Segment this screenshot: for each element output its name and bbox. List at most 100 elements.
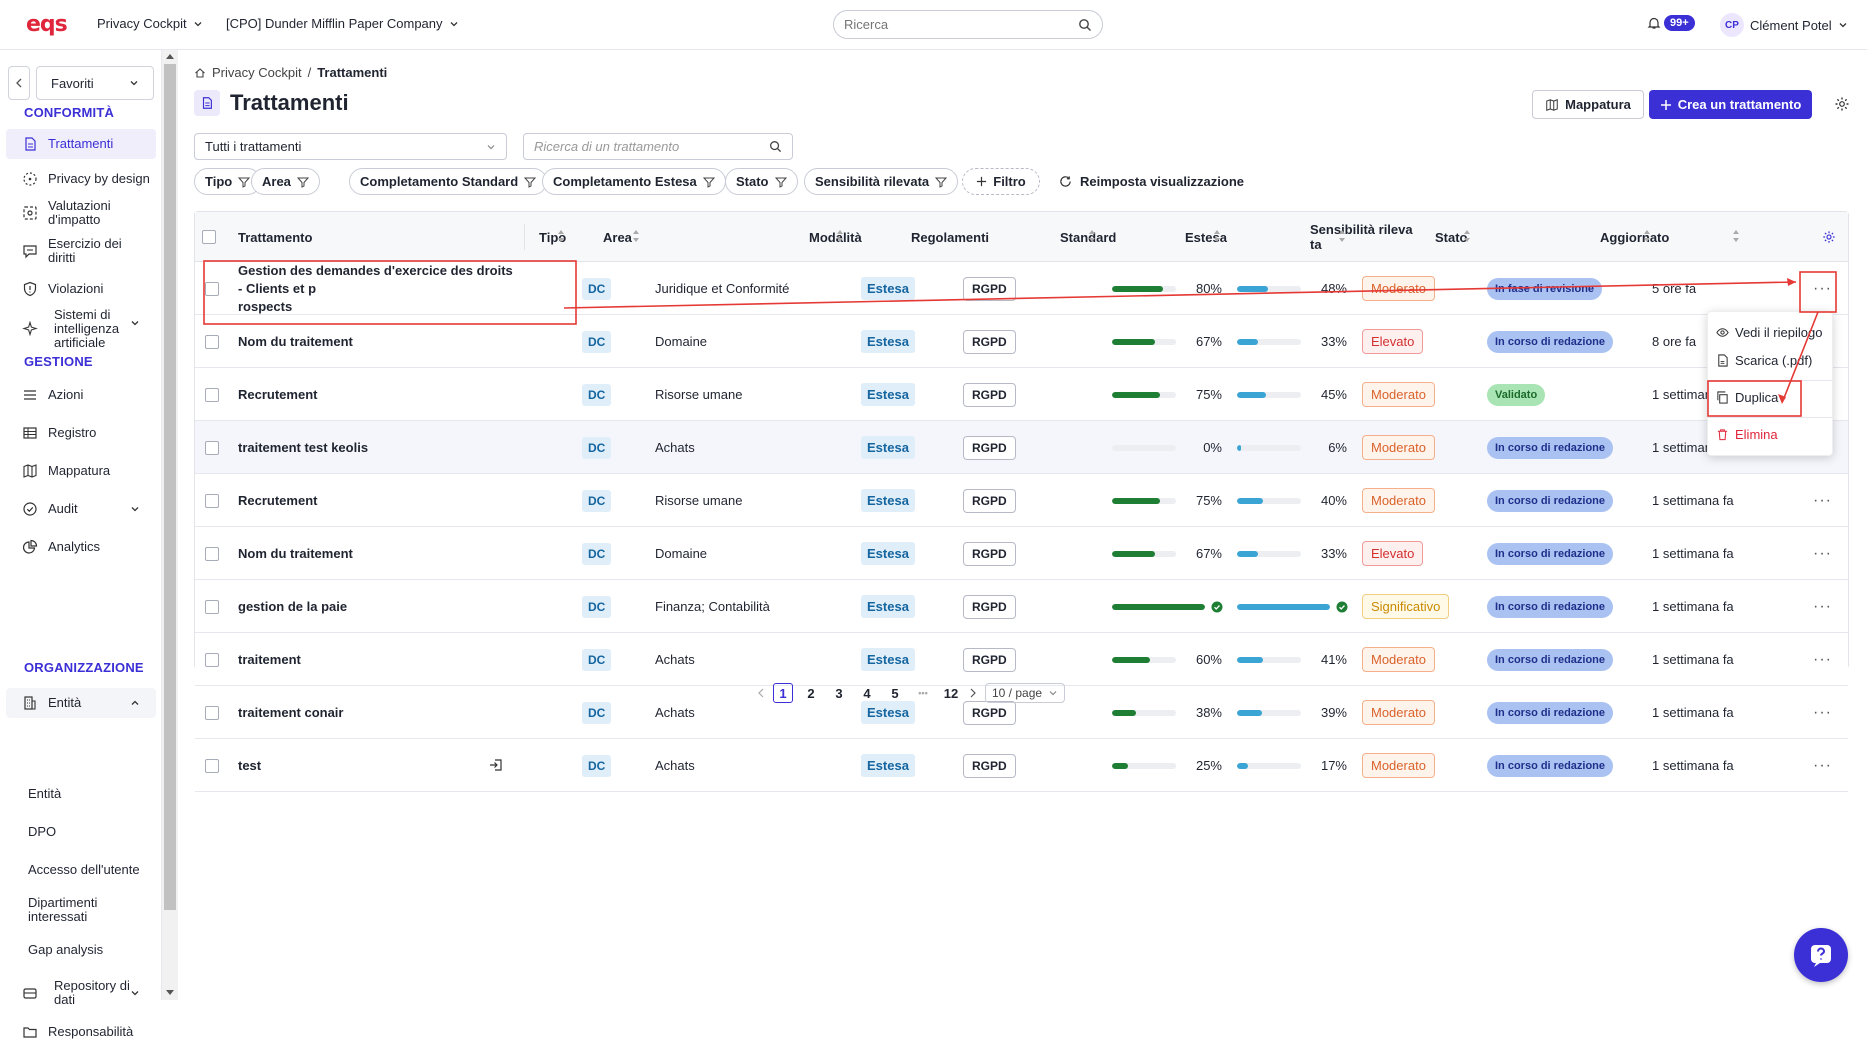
processing-name[interactable]: traitement test keolis xyxy=(238,439,369,455)
row-checkbox[interactable] xyxy=(205,387,219,402)
row-checkbox[interactable] xyxy=(205,440,219,455)
column-settings-gear-icon[interactable] xyxy=(1822,230,1836,244)
cell-trattamento[interactable]: Recrutement xyxy=(238,368,518,421)
table-row[interactable]: Recrutement DC Risorse umane Estesa RGPD 75% 4… xyxy=(195,368,1848,421)
row-checkbox[interactable] xyxy=(205,758,219,773)
mappatura-button[interactable]: Mappatura xyxy=(1532,90,1644,119)
col-aggiornato[interactable]: Aggiornato xyxy=(1600,229,1670,245)
processing-name[interactable]: traitement xyxy=(238,651,301,667)
page-3[interactable]: 3 xyxy=(835,685,843,701)
select-all-checkbox[interactable] xyxy=(202,230,216,244)
cell-trattamento[interactable]: traitement conair xyxy=(238,686,518,739)
scroll-down-arrow[interactable] xyxy=(166,990,174,995)
processing-name[interactable]: Gestion des demandes d'exercice des droi… xyxy=(238,262,513,296)
sidebar-item-privacy-by-design[interactable]: Privacy by design xyxy=(6,167,156,191)
row-checkbox[interactable] xyxy=(205,652,219,667)
scroll-up-arrow[interactable] xyxy=(166,54,174,59)
view-select[interactable]: Tutti i trattamenti xyxy=(194,133,507,160)
add-filter-button[interactable]: Filtro xyxy=(962,168,1040,195)
favorites-dropdown[interactable]: Favoriti xyxy=(36,66,154,100)
row-actions-button[interactable]: ··· xyxy=(1813,474,1832,527)
sidebar-item-valutazioni[interactable]: Valutazioni d'impatto xyxy=(6,197,156,229)
search-icon[interactable] xyxy=(1078,18,1092,32)
sort-icon[interactable] xyxy=(1338,229,1346,243)
scrollbar-thumb[interactable] xyxy=(164,64,176,910)
menu-item-duplica[interactable]: Duplica xyxy=(1716,390,1778,405)
cell-trattamento[interactable]: traitement test keolis xyxy=(238,421,518,474)
table-row[interactable]: traitement conair DC Achats Estesa RGPD 38% 39… xyxy=(195,686,1848,739)
sidebar-item-esercizio[interactable]: Esercizio dei diritti xyxy=(6,235,156,267)
global-search[interactable] xyxy=(833,10,1103,39)
row-checkbox[interactable] xyxy=(205,334,219,349)
row-checkbox[interactable] xyxy=(205,493,219,508)
sidebar-subitem-accesso[interactable]: Accesso dell'utente xyxy=(28,862,140,877)
page-5[interactable]: 5 xyxy=(891,685,899,701)
help-chat-button[interactable] xyxy=(1794,928,1848,982)
table-row[interactable]: traitement DC Achats Estesa RGPD 60% 41% Modera… xyxy=(195,633,1848,686)
processing-search[interactable]: Ricerca di un trattamento xyxy=(523,133,793,160)
menu-item-vedi-riepilogo[interactable]: Vedi il riepilogo xyxy=(1716,325,1822,340)
sidebar-item-trattamenti[interactable]: Trattamenti xyxy=(6,129,156,159)
table-row[interactable]: Nom du traitement DC Domaine Estesa RGPD 67% 3… xyxy=(195,527,1848,580)
sort-icon[interactable] xyxy=(1088,229,1096,243)
sidebar-item-audit[interactable]: Audit xyxy=(6,497,156,521)
processing-name[interactable]: Nom du traitement xyxy=(238,333,353,349)
sidebar-scrollbar[interactable] xyxy=(162,50,178,1000)
sidebar-item-entita[interactable]: Entità xyxy=(6,688,156,718)
filter-sensibilita[interactable]: Sensibilità rilevata xyxy=(804,168,959,195)
search-icon[interactable] xyxy=(769,140,782,153)
chevron-right-icon[interactable] xyxy=(969,688,977,698)
filter-completamento-estesa[interactable]: Completamento Estesa xyxy=(542,168,726,195)
row-checkbox[interactable] xyxy=(205,281,219,296)
processing-name[interactable]: Recrutement xyxy=(238,492,318,508)
sidebar-item-analytics[interactable]: Analytics xyxy=(6,535,156,559)
processing-name[interactable]: gestion de la paie xyxy=(238,598,348,614)
module-switcher[interactable]: Privacy Cockpit xyxy=(97,16,203,31)
row-actions-button[interactable]: ··· xyxy=(1813,686,1832,739)
table-row[interactable]: Gestion des demandes d'exercice des droi… xyxy=(195,262,1848,315)
table-row[interactable]: traitement test keolis DC Achats Estesa RGPD… xyxy=(195,421,1848,474)
col-regolamenti[interactable]: Regolamenti xyxy=(911,229,990,245)
table-row[interactable]: gestion de la paie DC Finanza; Contabilità… xyxy=(195,580,1848,633)
company-switcher[interactable]: [CPO] Dunder Mifflin Paper Company xyxy=(226,16,459,31)
page-4[interactable]: 4 xyxy=(863,685,871,701)
col-modalita[interactable]: Modalità xyxy=(809,229,862,245)
sort-icon[interactable] xyxy=(632,229,640,243)
reset-view-button[interactable]: Reimposta visualizzazione xyxy=(1059,168,1244,195)
filter-stato[interactable]: Stato xyxy=(725,168,798,195)
page-1[interactable]: 1 xyxy=(773,683,793,703)
sort-icon[interactable] xyxy=(1463,229,1471,243)
filter-completamento-standard[interactable]: Completamento Standard xyxy=(349,168,548,195)
sidebar-subitem-dipartimenti[interactable]: Dipartimenti interessati xyxy=(28,895,98,924)
col-trattamento[interactable]: Trattamento xyxy=(238,229,313,245)
col-sensibilita[interactable]: Sensibilità rileva ta xyxy=(1310,212,1413,262)
sidebar-item-violazioni[interactable]: Violazioni xyxy=(6,277,156,301)
cell-trattamento[interactable]: Recrutement xyxy=(238,474,518,527)
cell-trattamento[interactable]: Nom du traitement xyxy=(238,315,518,368)
row-actions-button[interactable]: ··· xyxy=(1813,527,1832,580)
settings-gear-icon[interactable] xyxy=(1834,96,1850,112)
processing-name[interactable]: traitement conair xyxy=(238,704,344,720)
sidebar-item-sistemi-ia[interactable]: Sistemi di intelligenza artificiale xyxy=(6,306,156,352)
menu-item-elimina[interactable]: Elimina xyxy=(1716,427,1778,442)
sidebar-subitem-dpo[interactable]: DPO xyxy=(28,824,57,839)
collapse-sidebar-button[interactable] xyxy=(8,66,30,100)
processing-name[interactable]: Nom du traitement xyxy=(238,545,353,561)
sort-icon[interactable] xyxy=(1213,229,1221,243)
col-stato[interactable]: Stato xyxy=(1435,229,1468,245)
sidebar-item-mappatura[interactable]: Mappatura xyxy=(6,459,156,483)
row-actions-button[interactable]: ··· xyxy=(1813,262,1832,315)
row-actions-button[interactable]: ··· xyxy=(1813,739,1832,792)
processing-name[interactable]: Recrutement xyxy=(238,386,318,402)
breadcrumb-root[interactable]: Privacy Cockpit xyxy=(212,65,302,80)
table-row[interactable]: Recrutement DC Risorse umane Estesa RGPD 75% 4… xyxy=(195,474,1848,527)
sidebar-subitem-gap-analysis[interactable]: Gap analysis xyxy=(28,942,104,957)
sidebar-item-repository[interactable]: Repository di dati xyxy=(6,977,156,1009)
cell-trattamento[interactable]: Gestion des demandes d'exercice des droi… xyxy=(238,262,518,315)
cell-trattamento[interactable]: test xyxy=(238,739,518,792)
page-ellipsis[interactable]: ••• xyxy=(918,688,928,698)
sidebar-item-azioni[interactable]: Azioni xyxy=(6,383,156,407)
sort-icon[interactable] xyxy=(557,229,565,243)
col-standard[interactable]: Standard xyxy=(1060,229,1117,245)
menu-item-scarica-pdf[interactable]: Scarica (.pdf) xyxy=(1716,353,1812,368)
